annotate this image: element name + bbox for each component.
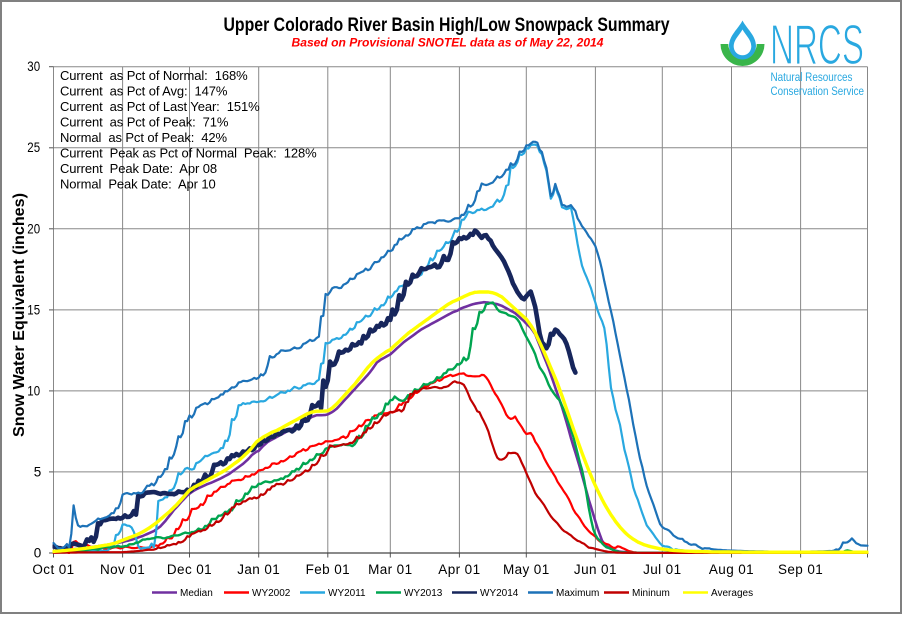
svg-text:Normal Peak Date: Apr 10: Normal Peak Date: Apr 10 [60, 177, 216, 192]
svg-text:Current as Pct of Normal: 16: Current as Pct of Normal: 168% [60, 68, 248, 83]
svg-text:20: 20 [27, 221, 40, 236]
svg-text:WY2011: WY2011 [328, 588, 366, 599]
svg-text:Apr 01: Apr 01 [438, 562, 480, 577]
svg-text:Dec 01: Dec 01 [167, 562, 212, 577]
svg-text:Jan 01: Jan 01 [237, 562, 280, 577]
svg-text:Upper Colorado River Basin Hig: Upper Colorado River Basin High/Low Snow… [224, 15, 670, 36]
svg-text:0: 0 [34, 546, 42, 561]
svg-text:Mar 01: Mar 01 [368, 562, 412, 577]
svg-text:Nov 01: Nov 01 [100, 562, 145, 577]
svg-text:Mininum: Mininum [632, 588, 670, 599]
svg-text:Conservation Service: Conservation Service [771, 84, 865, 98]
svg-text:Normal as Pct of Peak: 42%: Normal as Pct of Peak: 42% [60, 130, 228, 145]
svg-text:Feb 01: Feb 01 [306, 562, 350, 577]
svg-text:Sep 01: Sep 01 [778, 562, 823, 577]
svg-text:25: 25 [27, 140, 40, 155]
svg-text:Current as Pct of Peak: 71%: Current as Pct of Peak: 71% [60, 115, 229, 130]
svg-text:Oct 01: Oct 01 [32, 562, 74, 577]
svg-text:5: 5 [34, 464, 42, 479]
svg-text:Averages: Averages [711, 588, 753, 599]
svg-text:Current Peak as Pct of Normal: Current Peak as Pct of Normal Peak: 128% [60, 146, 317, 161]
svg-text:Median: Median [180, 588, 213, 599]
svg-text:NRCS: NRCS [770, 13, 864, 77]
svg-text:May 01: May 01 [503, 562, 550, 577]
svg-text:Aug 01: Aug 01 [709, 562, 754, 577]
svg-text:Jul 01: Jul 01 [643, 562, 681, 577]
svg-text:30: 30 [27, 59, 40, 74]
svg-text:Current Peak Date: Apr 08: Current Peak Date: Apr 08 [60, 161, 217, 176]
svg-text:Maximum: Maximum [556, 588, 599, 599]
svg-text:Snow Water Equivalent (inches): Snow Water Equivalent (inches) [11, 193, 28, 437]
svg-text:WY2013: WY2013 [404, 588, 443, 599]
svg-text:10: 10 [27, 383, 40, 398]
svg-text:15: 15 [27, 302, 40, 317]
svg-text:Natural Resources: Natural Resources [771, 70, 853, 84]
svg-text:Current as Pct of Last Year:: Current as Pct of Last Year: 151% [60, 99, 260, 114]
svg-text:Current as Pct of Avg: 147%: Current as Pct of Avg: 147% [60, 84, 228, 99]
svg-text:Based on Provisional SNOTEL da: Based on Provisional SNOTEL data as of M… [292, 36, 604, 50]
svg-text:Jun 01: Jun 01 [574, 562, 617, 577]
svg-text:WY2002: WY2002 [252, 588, 291, 599]
svg-text:WY2014: WY2014 [480, 588, 519, 599]
